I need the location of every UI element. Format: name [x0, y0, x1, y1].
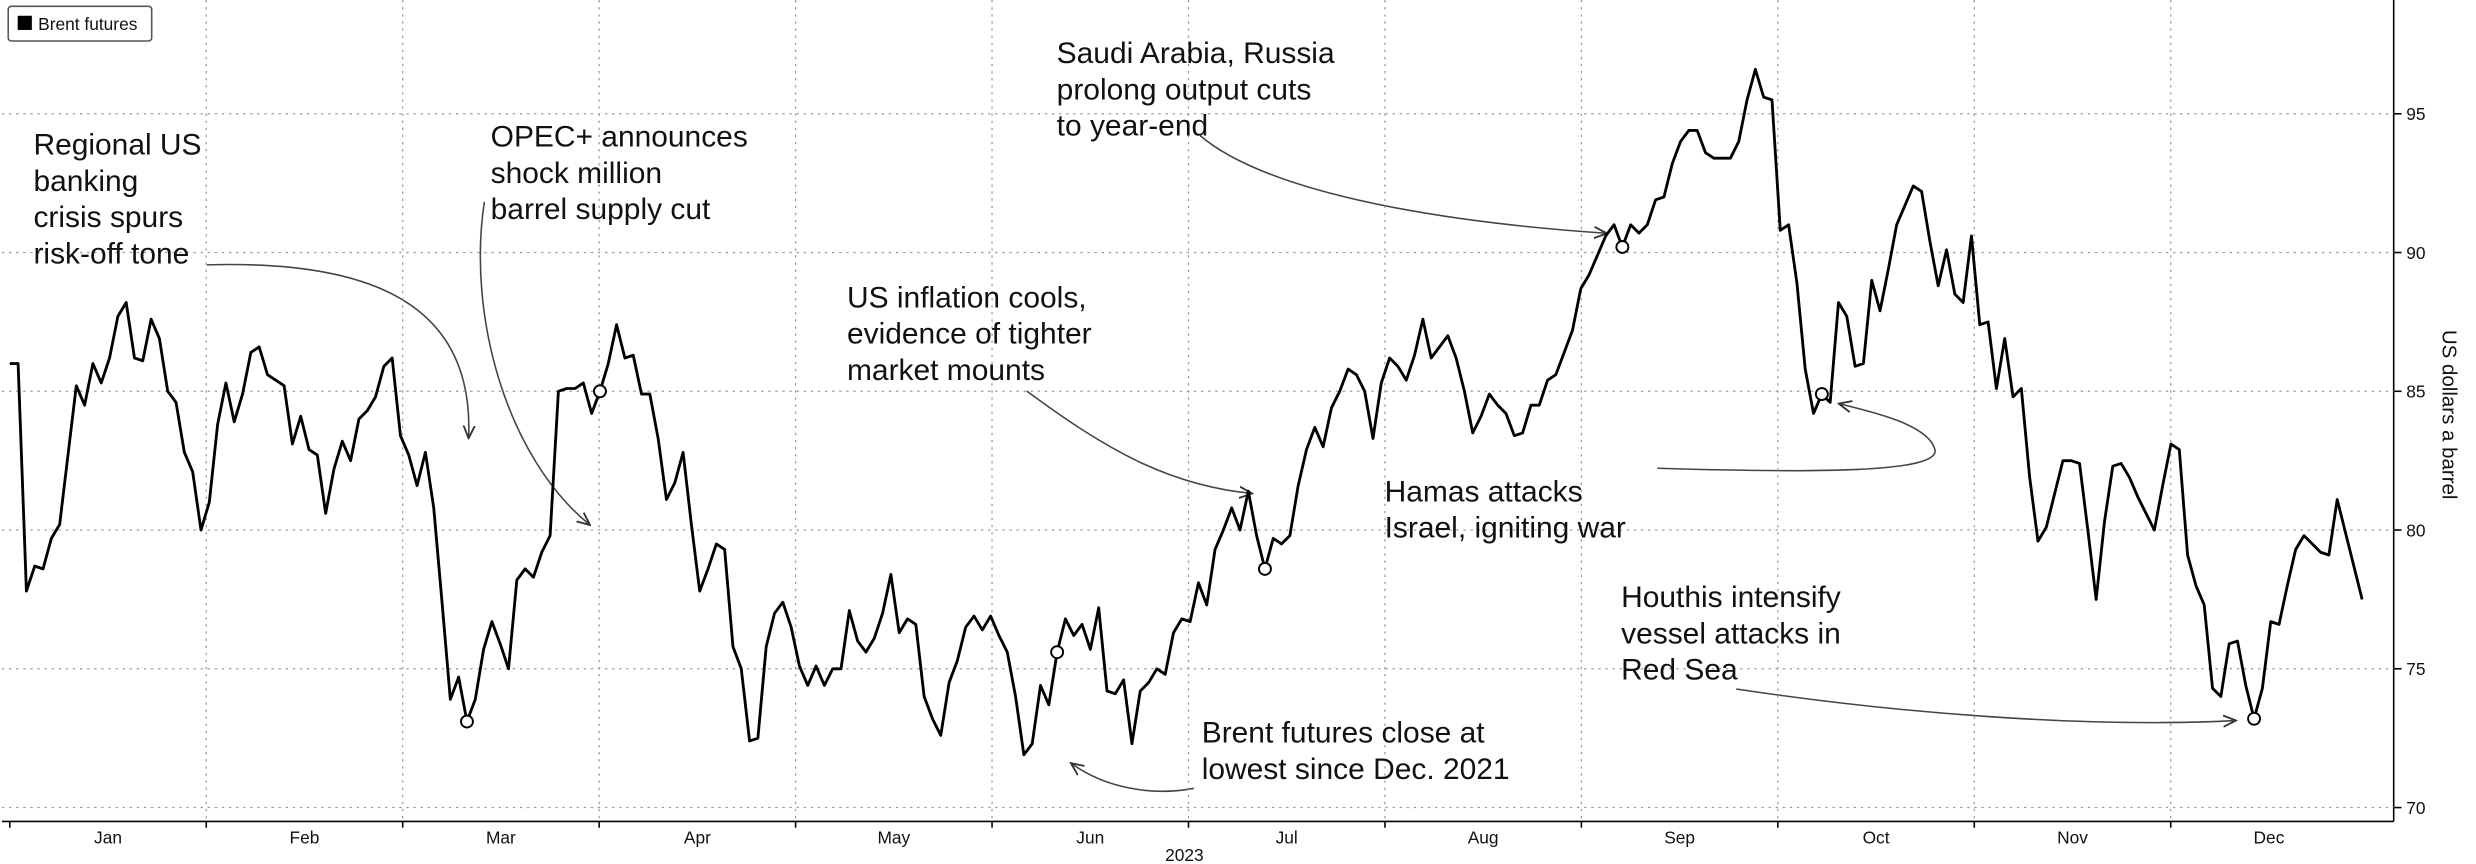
x-tick-label: Oct	[1863, 828, 1890, 848]
x-tick-label: Jan	[94, 828, 122, 848]
arrow	[1071, 763, 1195, 793]
annotation: Saudi Arabia, Russia prolong output cuts t…	[1057, 37, 1335, 143]
annotation: Houthis intensify vessel attacks in Red Se…	[1621, 581, 1841, 687]
x-tick-label: Apr	[684, 828, 711, 848]
x-tick-label: Sep	[1664, 828, 1695, 848]
legend-box	[7, 5, 153, 42]
annotation-marker	[593, 384, 607, 399]
x-tick-label: Dec	[2254, 828, 2285, 848]
legend-label: Brent futures	[38, 14, 138, 34]
arrow	[1026, 390, 1252, 493]
annotation: US inflation cools, evidence of tighter ma…	[847, 281, 1092, 387]
annotation-line: Regional US	[33, 129, 201, 162]
y-tick-label: 70	[2406, 798, 2425, 818]
annotation-line: Saudi Arabia, Russia	[1057, 37, 1335, 70]
y-axis-label: US dollars a barrel	[2438, 330, 2461, 500]
arrow	[1736, 688, 2236, 723]
annotation-line: crisis spurs	[33, 201, 183, 234]
annotation: Brent futures close at lowest since Dec. …	[1202, 717, 1510, 786]
x-tick-label: Feb	[290, 828, 320, 848]
annotation-marker	[1814, 387, 1829, 402]
annotation: OPEC+ announces shock million barrel suppl…	[491, 121, 748, 227]
annotation-line: OPEC+ announces	[491, 121, 748, 154]
annotation-marker	[1615, 240, 1630, 254]
y-tick-label: 90	[2406, 243, 2425, 263]
x-tick-label: Jul	[1276, 828, 1298, 848]
annotation-marker	[460, 714, 474, 729]
annotation-line: Israel, igniting war	[1385, 512, 1626, 545]
annotation-line: shock million	[491, 157, 662, 190]
annotation-line: Hamas attacks	[1385, 475, 1583, 508]
annotation-marker	[2247, 711, 2262, 726]
x-axis-label: 2023	[1165, 845, 1204, 864]
x-tick-label: Jun	[1076, 828, 1104, 848]
annotation-marker	[1050, 645, 1065, 660]
arrow	[1199, 134, 1607, 234]
line-series	[9, 67, 2364, 757]
annotation-line: banking	[33, 165, 138, 198]
annotation-line: Brent futures close at	[1202, 717, 1486, 750]
annotation-line: lowest since Dec. 2021	[1202, 753, 1510, 786]
annotation-line: Houthis intensify	[1621, 581, 1841, 614]
annotation-line: US inflation cools,	[847, 281, 1087, 314]
annotation-line: risk-off tone	[33, 237, 189, 270]
x-tick-label: Nov	[2057, 828, 2088, 848]
arrow	[479, 201, 590, 525]
annotation-line: barrel supply cut	[491, 193, 711, 226]
annotation-marker	[1257, 561, 1272, 576]
annotation-line: Red Sea	[1621, 654, 1738, 687]
arrow	[1657, 404, 1936, 472]
annotation-line: market mounts	[847, 354, 1045, 387]
x-tick-label: Mar	[486, 828, 516, 848]
arrow	[206, 263, 469, 439]
y-tick-label: 80	[2406, 520, 2425, 540]
legend-swatch	[17, 15, 32, 30]
annotation-line: prolong output cuts	[1057, 73, 1312, 106]
x-tick-label: Aug	[1468, 828, 1499, 848]
arrows	[206, 134, 2236, 793]
x-tick-label: May	[877, 828, 910, 848]
annotation: Hamas attacks Israel, igniting war	[1385, 475, 1626, 544]
y-tick-label: 85	[2406, 382, 2425, 402]
y-tick-label: 95	[2406, 104, 2425, 124]
annotation-line: evidence of tighter	[847, 318, 1092, 351]
annotation: Regional US banking crisis spurs risk-off t…	[33, 129, 201, 271]
legend: Brent futures	[7, 5, 153, 42]
annotation-line: vessel attacks in	[1621, 617, 1841, 650]
y-tick-label: 75	[2406, 659, 2425, 679]
annotation-line: to year-end	[1057, 110, 1208, 143]
